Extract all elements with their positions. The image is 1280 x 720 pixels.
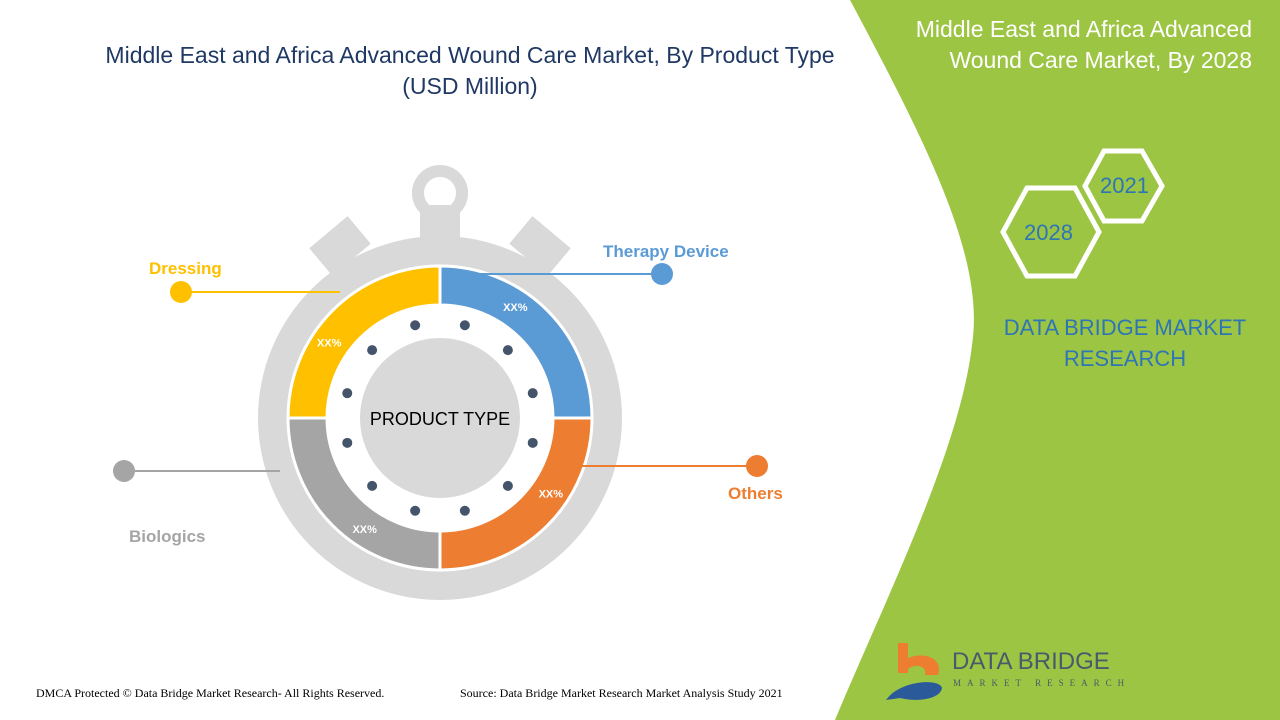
stopwatch: XX% XX% XX% XX% PRODUCT TYPE bbox=[258, 165, 622, 600]
tick-dot bbox=[459, 505, 470, 516]
stopwatch-button-right bbox=[509, 216, 571, 276]
label-others: Others bbox=[728, 484, 783, 503]
label-biologics: Biologics bbox=[129, 527, 206, 546]
hex-year-2028: 2028 bbox=[1024, 220, 1073, 245]
leader-dot bbox=[746, 455, 768, 477]
tick-dot bbox=[367, 345, 378, 356]
logo-icon bbox=[886, 643, 942, 700]
tick-dot bbox=[502, 480, 513, 491]
tick-dot bbox=[342, 437, 353, 448]
stopwatch-button-left bbox=[309, 216, 371, 276]
source-text: Source: Data Bridge Market Research Mark… bbox=[460, 686, 783, 700]
center-circle bbox=[360, 338, 520, 498]
brand-text: DATA BRIDGE MARKET RESEARCH bbox=[1003, 315, 1247, 371]
data-label: XX% bbox=[352, 524, 377, 536]
leader-dot bbox=[170, 281, 192, 303]
data-label: XX% bbox=[317, 338, 342, 350]
tick-dot bbox=[367, 480, 378, 491]
hex-year-2021: 2021 bbox=[1100, 173, 1149, 198]
side-panel-title: Middle East and Africa Advanced Wound Ca… bbox=[915, 16, 1252, 73]
label-therapy-device: Therapy Device bbox=[603, 242, 729, 261]
tick-dot bbox=[459, 320, 470, 331]
logo-subtext: MARKET RESEARCH bbox=[953, 678, 1131, 688]
leader-dot bbox=[651, 263, 673, 285]
data-label: XX% bbox=[503, 302, 528, 314]
tick-dot bbox=[342, 388, 353, 399]
center-label: PRODUCT TYPE bbox=[370, 409, 510, 429]
tick-dot bbox=[410, 505, 421, 516]
segment-dressing bbox=[286, 264, 442, 420]
chart-title: Middle East and Africa Advanced Wound Ca… bbox=[105, 42, 835, 99]
copyright-text: DMCA Protected © Data Bridge Market Rese… bbox=[36, 686, 385, 700]
tick-dot bbox=[410, 320, 421, 331]
tick-dot bbox=[502, 345, 513, 356]
green-side-panel bbox=[835, 0, 1280, 720]
data-label: XX% bbox=[539, 488, 564, 500]
hexagon-2028 bbox=[1000, 185, 1102, 279]
leader-dot bbox=[113, 460, 135, 482]
tick-dot bbox=[527, 388, 538, 399]
label-dressing: Dressing bbox=[149, 259, 222, 278]
leader-lines bbox=[113, 263, 768, 482]
tick-dot bbox=[527, 437, 538, 448]
hexagon-2021 bbox=[1082, 148, 1165, 224]
logo-text: DATA BRIDGE bbox=[952, 648, 1110, 675]
